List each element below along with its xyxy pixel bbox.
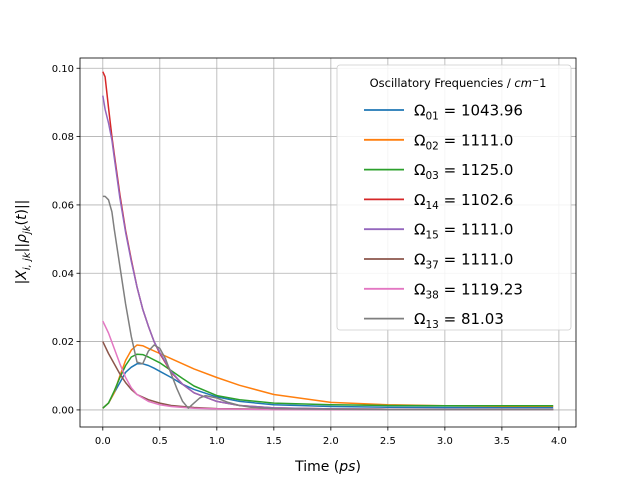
legend-label-14: Ω14 = 1102.6 <box>414 191 513 212</box>
x-tick-label: 2.5 <box>380 436 396 447</box>
x-axis-label: Time (ps) <box>294 459 361 475</box>
x-tick-label: 1.5 <box>266 436 282 447</box>
x-tick-label: 4.0 <box>551 436 567 447</box>
plot-frame <box>79 57 577 428</box>
series-line-38 <box>102 320 554 411</box>
y-tick-label: 0.04 <box>52 269 74 280</box>
y-tick-label: 0.08 <box>52 132 74 143</box>
series-line-03 <box>102 353 554 409</box>
series-line-02 <box>102 344 554 409</box>
legend-label-38: Ω38 = 1119.23 <box>414 280 523 301</box>
axis-ticks: 0.0 0.5 1.0 1.5 2.0 2.5 3.0 3.5 4.0 0.00 0.02 0.04 0… <box>52 64 567 447</box>
legend-title: Oscillatory Frequencies / cm−1 <box>370 76 547 90</box>
x-tick-label: 3.5 <box>494 436 510 447</box>
y-tick-label: 0.02 <box>52 337 74 348</box>
legend-label-02: Ω02 = 1111.0 <box>414 131 513 152</box>
y-tick-label: 0.10 <box>52 64 74 75</box>
x-tick-label: 0.0 <box>95 436 111 447</box>
x-tick-label: 2.0 <box>323 436 339 447</box>
legend-box <box>336 64 572 331</box>
legend: Oscillatory Frequencies / cm−1 Ω01 = 1043… <box>336 64 572 331</box>
legend-label-01: Ω01 = 1043.96 <box>414 102 523 123</box>
y-tick-label: 0.06 <box>52 200 74 211</box>
y-tick-label: 0.00 <box>52 405 74 416</box>
x-tick-label: 3.0 <box>437 436 453 447</box>
legend-label-37: Ω37 = 1111.0 <box>414 251 513 272</box>
y-axis-label: |Xi, jk||ρjk(t)|| <box>14 200 33 285</box>
series-lines <box>102 71 554 411</box>
x-tick-label: 0.5 <box>152 436 168 447</box>
legend-label-15: Ω15 = 1111.0 <box>414 221 513 242</box>
series-line-37 <box>102 341 554 411</box>
series-line-13 <box>102 195 554 411</box>
x-tick-label: 1.0 <box>209 436 225 447</box>
legend-label-03: Ω03 = 1125.0 <box>414 161 513 182</box>
